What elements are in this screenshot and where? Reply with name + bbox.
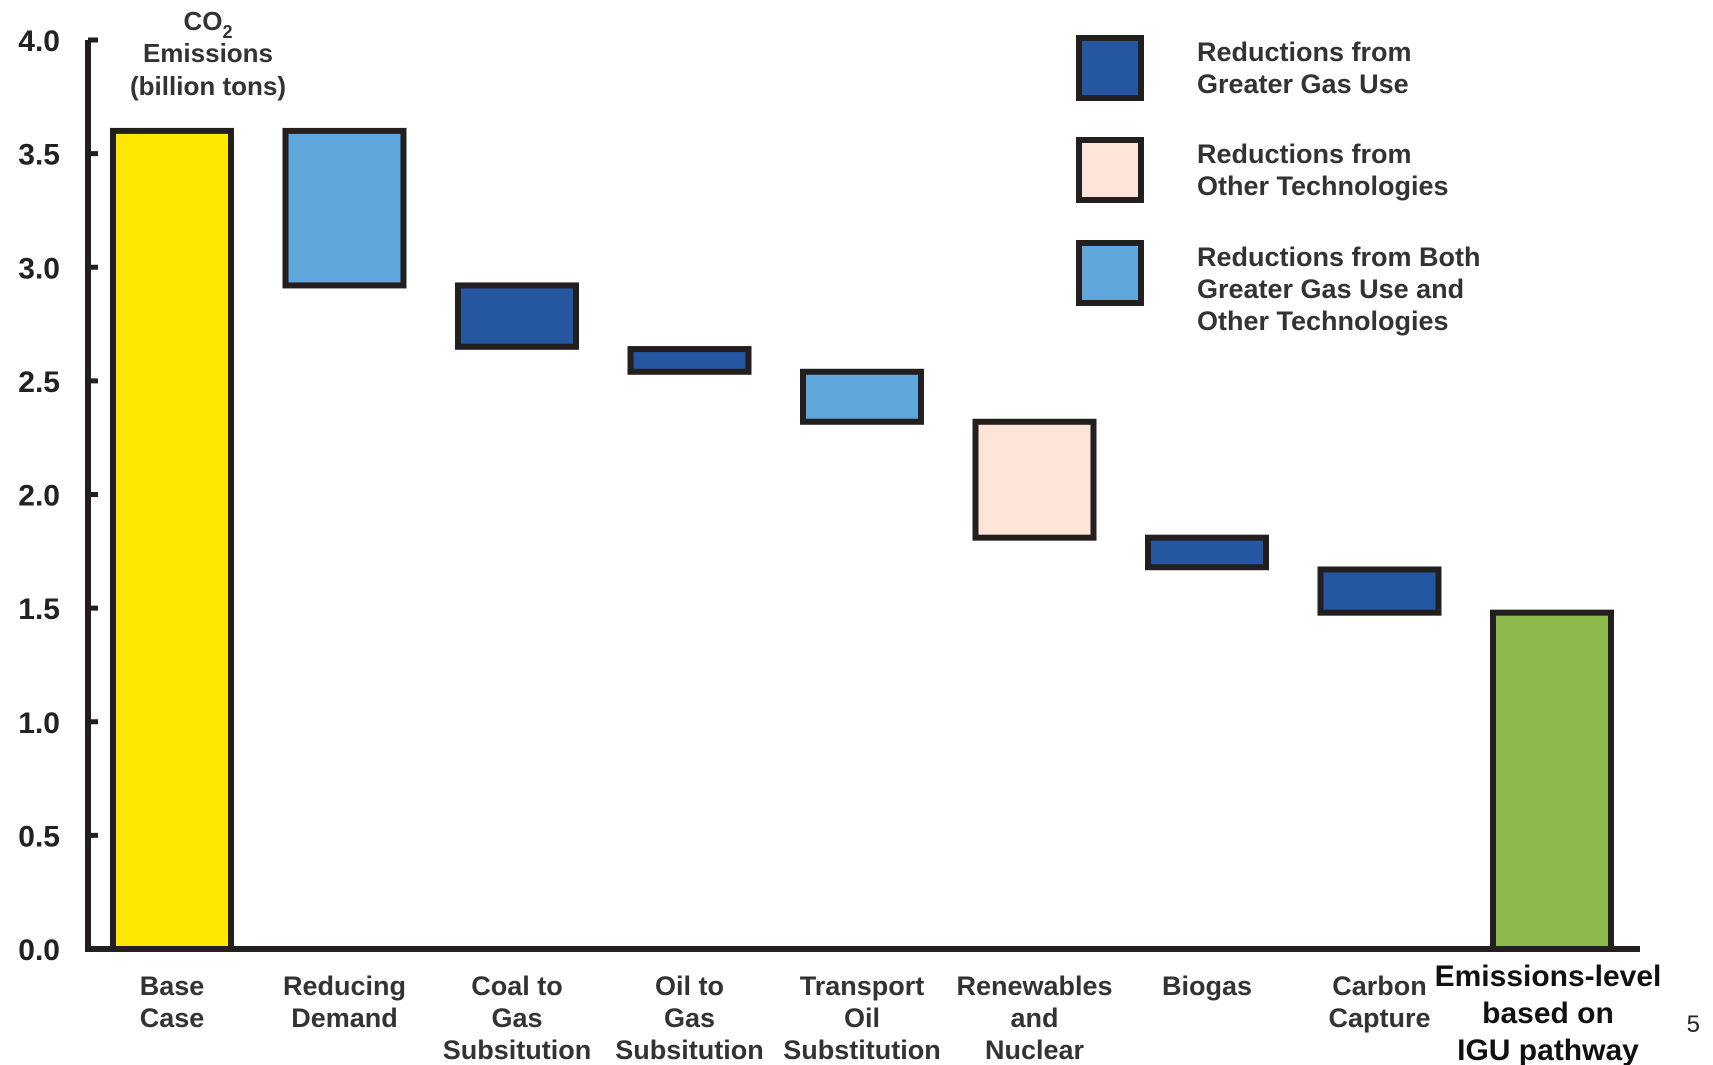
x-category-label: based on [1482, 997, 1614, 1030]
x-category-label: Capture [1328, 1003, 1430, 1033]
x-category-label: Carbon [1332, 971, 1427, 1001]
x-category-label: Nuclear [985, 1035, 1085, 1065]
x-category-label: Emissions-level [1435, 960, 1662, 993]
x-category-label: Case [140, 1003, 205, 1033]
x-category-label: Subsitution [615, 1035, 763, 1065]
legend-label: Reductions from [1197, 139, 1412, 169]
bar-gas [455, 282, 579, 350]
x-category-label: Reducing [283, 971, 406, 1001]
x-category-label: and [1010, 1003, 1058, 1033]
legend-label: Greater Gas Use and [1197, 274, 1464, 304]
x-category-label: IGU pathway [1457, 1034, 1639, 1065]
legend-label: Other Technologies [1197, 306, 1449, 336]
x-category-label: Oil [844, 1003, 880, 1033]
x-category-label: Transport [800, 971, 925, 1001]
y-tick-label: 1.5 [18, 593, 60, 626]
legend-swatch-both [1076, 240, 1144, 306]
y-axis-label-line-2: Emissions [143, 38, 273, 68]
x-category-label: Gas [664, 1003, 715, 1033]
x-category-label: Subsitution [443, 1035, 591, 1065]
x-category-label: Biogas [1162, 971, 1252, 1001]
y-tick-label: 4.0 [18, 25, 60, 58]
bar-base [110, 127, 234, 952]
y-tick-label: 0.0 [18, 934, 60, 967]
bar-gas [1317, 566, 1442, 616]
y-tick-label: 2.0 [18, 480, 60, 513]
x-category-label: Gas [491, 1003, 542, 1033]
y-tick-label: 0.5 [18, 820, 60, 853]
x-category-label: Renewables [956, 971, 1112, 1001]
y-axis-label-line-1: CO2 [183, 6, 232, 42]
bar-both [800, 368, 924, 425]
x-category-label: Base [140, 971, 205, 1001]
bar-other [972, 418, 1097, 541]
y-axis-label-line-3: (billion tons) [130, 71, 286, 101]
bar-gas [1145, 534, 1269, 571]
x-category-label: Coal to [471, 971, 563, 1001]
page-number: 5 [1687, 1011, 1700, 1038]
legend-label: Other Technologies [1197, 171, 1449, 201]
bars-group [110, 127, 1614, 952]
x-category-label: Oil to [655, 971, 724, 1001]
legend-label: Reductions from [1197, 37, 1412, 67]
bar-gas [627, 346, 752, 375]
bar-both [282, 127, 407, 289]
y-tick-label: 3.5 [18, 139, 60, 172]
x-category-label: Substitution [783, 1035, 940, 1065]
legend-swatch-gas [1076, 35, 1144, 101]
legend-label: Reductions from Both [1197, 242, 1481, 272]
y-tick-label: 1.0 [18, 707, 60, 740]
subscript-2: 2 [222, 22, 232, 42]
y-axis-ticks: 0.0 0.5 1.0 1.5 2.0 2.5 3.0 3.5 4.0 [18, 25, 98, 967]
legend-label: Greater Gas Use [1197, 69, 1409, 99]
legend-swatch-other [1076, 137, 1144, 203]
bar-result [1490, 609, 1614, 952]
y-tick-label: 2.5 [18, 366, 60, 399]
x-category-label: Demand [291, 1003, 398, 1033]
y-tick-label: 3.0 [18, 252, 60, 285]
